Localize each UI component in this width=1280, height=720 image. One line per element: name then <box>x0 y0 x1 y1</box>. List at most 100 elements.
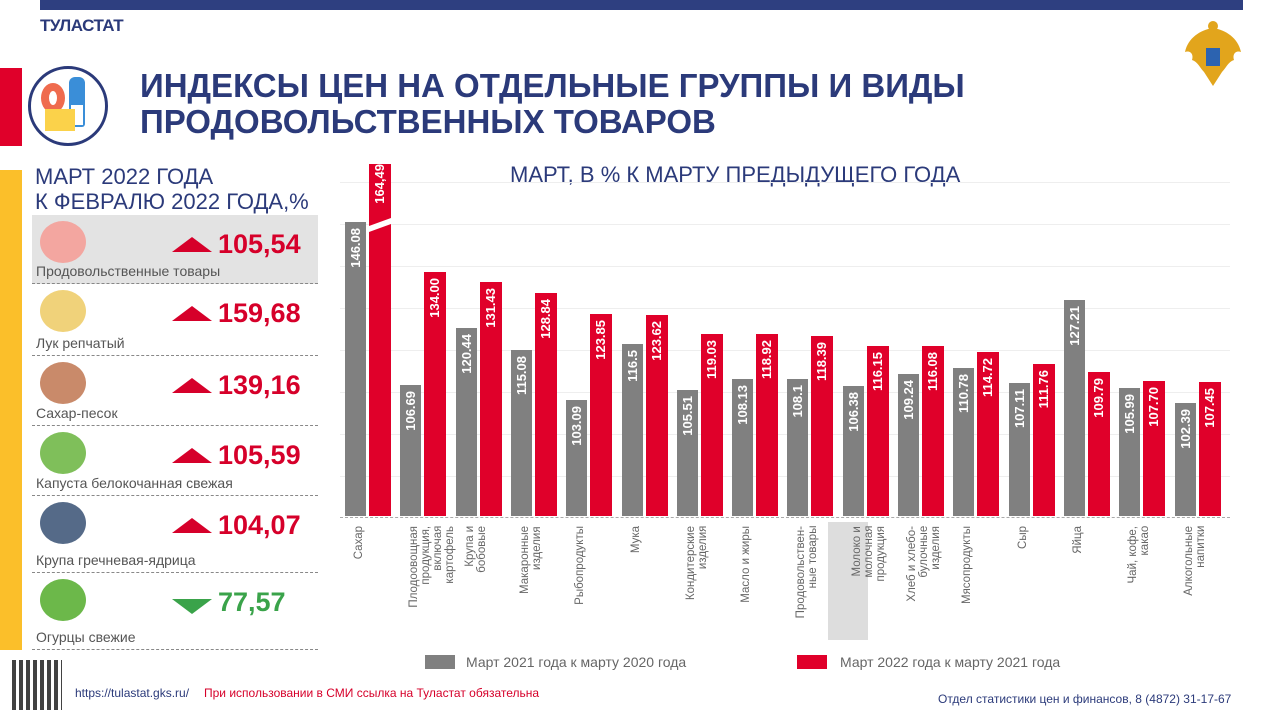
food-basket-icon <box>40 221 86 263</box>
bar-2021 <box>953 367 975 516</box>
sugar-bowl-icon <box>40 362 86 404</box>
bar-2021 <box>732 378 754 516</box>
bar-2022 <box>756 334 779 516</box>
site-link[interactable]: https://tulastat.gks.ru/ <box>75 686 190 700</box>
data-label: 103.09 <box>569 405 585 446</box>
x-tick-label: Масло и жиры <box>740 526 753 603</box>
legend-swatch-2022 <box>797 655 827 669</box>
item-label: Крупа гречневая-ядрица <box>36 552 196 568</box>
data-label: 105.51 <box>679 395 695 436</box>
gridline <box>340 224 1230 225</box>
data-label: 109.24 <box>901 380 916 420</box>
item-label: Лук репчатый <box>36 335 125 351</box>
bar-2021 <box>1119 387 1141 516</box>
item-value: 139,16 <box>218 370 301 400</box>
accent-bar-red <box>0 68 22 146</box>
item-value: 105,54 <box>218 229 301 259</box>
gridline <box>340 392 1230 393</box>
bar-2021 <box>842 386 864 516</box>
data-label: 107.70 <box>1146 386 1162 427</box>
x-tick-label: Мука <box>629 526 642 554</box>
arrow-up-icon <box>172 378 212 393</box>
highlight-box <box>828 522 869 640</box>
bar-2021 <box>898 374 919 516</box>
left-item: 105,54 Продовольственные товары <box>32 215 318 284</box>
x-axis-line <box>340 517 1230 518</box>
x-tick-label: Макаронные изделия <box>518 526 543 594</box>
bar-2022 <box>811 336 834 516</box>
bar-2022 <box>1087 371 1110 516</box>
data-label: 164,49 <box>372 164 387 204</box>
left-item: 104,07 Крупа гречневая-ядрица <box>32 496 318 573</box>
gridline <box>340 182 1230 183</box>
x-tick-label: Алкогольные напитки <box>1182 526 1207 596</box>
x-tick-label: Мясопродукты <box>961 526 974 605</box>
page-title: ИНДЕКСЫ ЦЕН НА ОТДЕЛЬНЫЕ ГРУППЫ И ВИДЫ П… <box>140 68 965 140</box>
data-label: 106.69 <box>403 390 419 431</box>
cucumber-icon <box>40 579 86 621</box>
gridline <box>340 350 1230 351</box>
bar-2022 <box>369 164 391 516</box>
bar-2021 <box>400 384 422 516</box>
data-label: 123.62 <box>648 320 664 361</box>
coat-of-arms-icon <box>1185 21 1241 86</box>
data-label: 119.03 <box>703 339 719 379</box>
food-basket-icon <box>28 66 108 146</box>
bar-2022 <box>922 345 944 516</box>
data-label: 128.84 <box>537 299 553 339</box>
bar-2021 <box>1008 383 1030 516</box>
legend-label-2022: Март 2022 года к марту 2021 года <box>840 654 1061 670</box>
bar-2022 <box>1143 380 1166 516</box>
bar-2021 <box>1063 299 1085 516</box>
data-label: 131.43 <box>482 288 498 329</box>
left-item: 77,57 Огурцы свежие <box>32 573 318 650</box>
bar-2022 <box>1032 363 1055 516</box>
data-label: 118.39 <box>814 342 830 382</box>
x-tick-label: Яйца <box>1071 526 1084 554</box>
left-item: 139,16 Сахар-песок <box>32 356 318 426</box>
bar-2021 <box>621 344 643 516</box>
data-label: 123.85 <box>593 319 609 360</box>
item-label: Капуста белокочанная свежая <box>36 475 233 491</box>
data-label: 115.08 <box>513 356 529 396</box>
data-label: 107.11 <box>1011 389 1027 429</box>
left-heading-line-2: К ФЕВРАЛЮ 2022 ГОДА,% <box>35 189 309 214</box>
data-label: 134.00 <box>427 277 443 318</box>
left-heading-line-1: МАРТ 2022 ГОДА <box>35 164 214 189</box>
qr-code[interactable] <box>12 660 62 710</box>
data-label: 107.45 <box>1201 387 1217 428</box>
x-tick-label: Сахар <box>353 526 365 560</box>
bar-2021 <box>455 327 477 516</box>
data-label: 109.79 <box>1090 377 1106 418</box>
data-label: 127.21 <box>1066 305 1082 346</box>
data-label: 111.76 <box>1035 369 1051 409</box>
x-tick-label: Хлеб и хлебо- булочные изделия <box>906 526 942 602</box>
left-panel-heading: МАРТ 2022 ГОДА К ФЕВРАЛЮ 2022 ГОДА,% <box>35 164 309 214</box>
item-value: 159,68 <box>218 298 301 328</box>
arrow-up-icon <box>172 448 212 463</box>
bar-2022 <box>645 314 668 516</box>
gridline <box>340 476 1230 477</box>
bar-2022 <box>977 351 1000 516</box>
buckwheat-bowl-icon <box>40 502 86 544</box>
data-label: 108.13 <box>735 384 751 425</box>
data-label: 106.38 <box>845 392 861 432</box>
arrow-up-icon <box>172 518 212 533</box>
bar-2022 <box>866 345 889 516</box>
bar-2022 <box>479 282 502 516</box>
item-value: 104,07 <box>218 510 301 540</box>
data-label: 116.15 <box>869 351 885 391</box>
bar-2022 <box>534 293 557 516</box>
left-item: 105,59 Капуста белокочанная свежая <box>32 426 318 496</box>
data-label: 108.1 <box>790 384 806 418</box>
data-label: 110.78 <box>956 373 972 413</box>
top-bar <box>40 0 1243 10</box>
item-label: Сахар-песок <box>36 405 118 421</box>
x-tick-label: Сыр <box>1016 526 1029 549</box>
x-tick-label: Молоко и молочная продукция <box>850 526 887 582</box>
data-label: 118.92 <box>759 340 775 380</box>
bar-2021 <box>1174 402 1196 516</box>
bar-chart: 146.08 164,49 Сахар 106.69 134.00 Плодоовощна… <box>340 160 1230 660</box>
cabbage-icon <box>40 432 86 474</box>
x-tick-label: Рыбопродукты <box>574 526 587 605</box>
